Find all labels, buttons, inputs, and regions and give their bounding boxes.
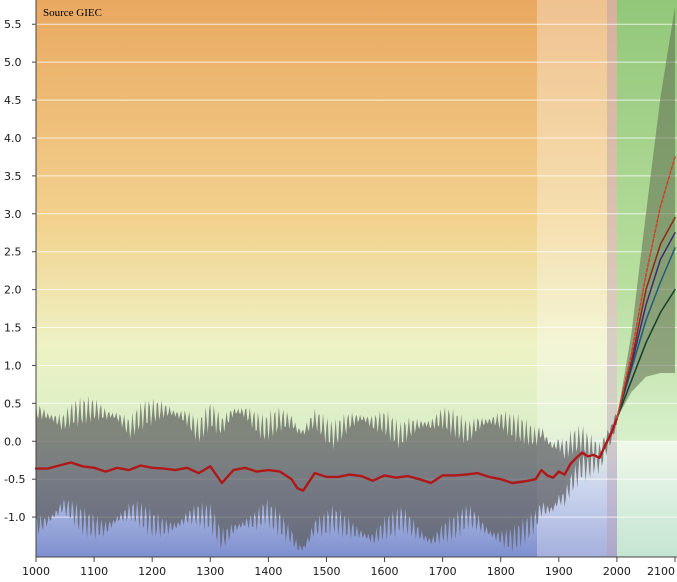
y-tick-label: 4.5: [4, 94, 22, 107]
projection-lower-panel: [617, 441, 677, 557]
y-tick-label: 0.0: [4, 435, 22, 448]
y-tick-label: 1.0: [4, 359, 22, 372]
y-tick-label: 2.0: [4, 284, 22, 297]
y-tick-label: 4.0: [4, 132, 22, 145]
y-tick-label: -0.5: [4, 473, 25, 486]
y-tick-label: -1.0: [4, 511, 25, 524]
series-layer: [34, 156, 676, 492]
projection-line: [616, 288, 676, 420]
x-tick-label: 1300: [196, 565, 224, 578]
x-axis-ticks: 1000 1100 1200 1300 1400 1500 1600 1700 1800 1900…: [22, 557, 676, 578]
x-tick-label: 2000: [603, 565, 631, 578]
y-tick-label: 5.0: [4, 56, 22, 69]
projection-line: [616, 216, 676, 420]
x-tick-label: 1700: [429, 565, 457, 578]
x-tick-label: 1100: [80, 565, 108, 578]
x-tick-label: 1000: [22, 565, 50, 578]
y-tick-label: 0.5: [4, 397, 22, 410]
reconstruction-line: [34, 417, 619, 492]
uncertainty-band: [36, 395, 617, 553]
y-axis-ticks: -1.0 -0.5 0.0 0.5 1.0 1.5 2.0 2.5 3.0 3.5 4.0 4.5 5.…: [4, 18, 36, 524]
projection-envelope: [616, 6, 675, 419]
y-tick-label: 2.5: [4, 246, 22, 259]
x-tick-label: 1200: [138, 565, 166, 578]
y-tick-label: 1.5: [4, 322, 22, 335]
projection-line: [616, 156, 676, 420]
x-tick-label: 1600: [371, 565, 399, 578]
y-tick-label: 3.5: [4, 170, 22, 183]
x-tick-label: 1500: [312, 565, 340, 578]
source-label: Source GIEC: [43, 7, 102, 19]
x-tick-label: 1900: [545, 565, 573, 578]
y-tick-label: 5.5: [4, 18, 22, 31]
x-tick-label: 1800: [487, 565, 515, 578]
y-tick-label: 3.0: [4, 208, 22, 221]
x-tick-label: 2100: [647, 565, 675, 578]
recent-period-band: [607, 0, 617, 557]
x-tick-label: 1400: [254, 565, 282, 578]
